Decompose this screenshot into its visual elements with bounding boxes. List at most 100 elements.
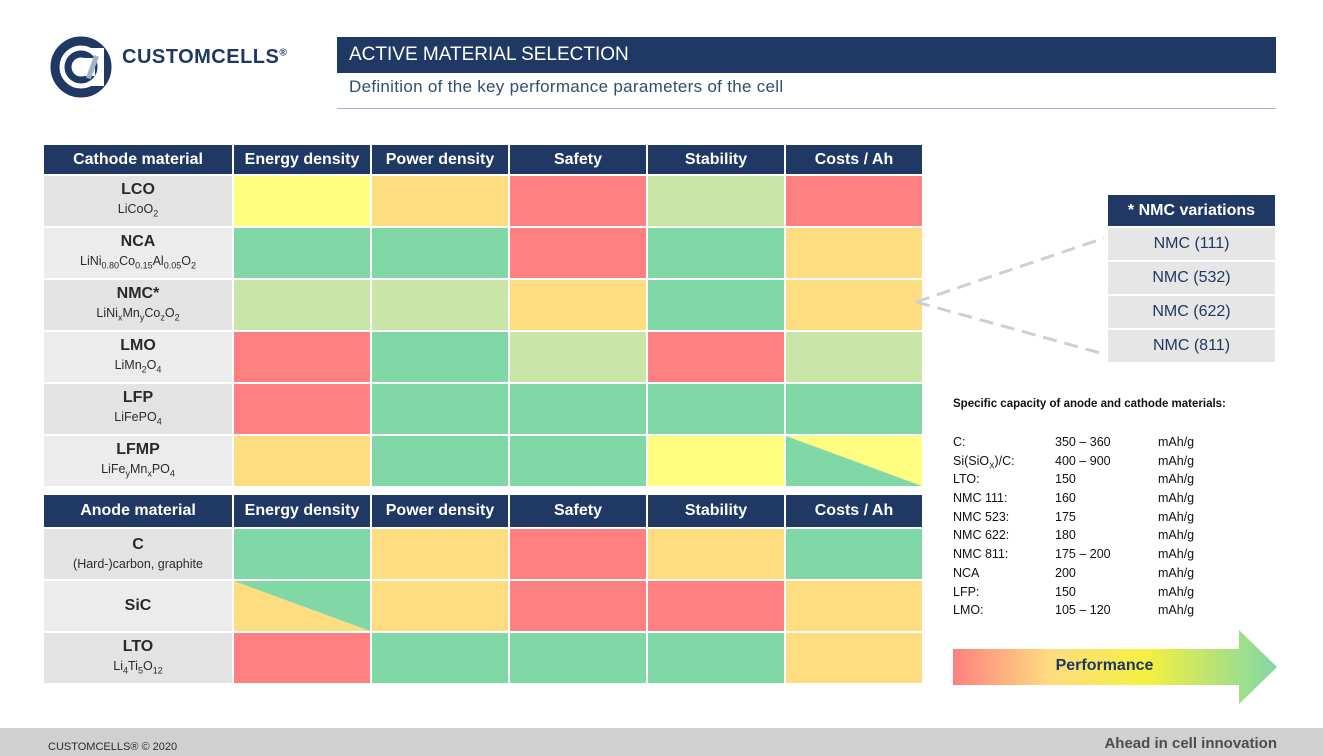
anode-material-table: Anode material Energy density Power dens… — [44, 495, 922, 683]
rating-cell — [372, 436, 508, 486]
row-label-sic: SiC — [44, 581, 232, 631]
material-name: C — [132, 536, 144, 553]
rating-cell — [510, 529, 646, 579]
rating-cell — [372, 176, 508, 226]
rating-cell — [786, 529, 922, 579]
rating-cell — [372, 581, 508, 631]
capacity-row: NMC 811: 175 – 200 mAh/g — [953, 547, 1195, 562]
rating-cell — [510, 384, 646, 434]
rating-cell — [510, 280, 646, 330]
column-header: Safety — [510, 145, 646, 174]
rating-cell — [234, 176, 370, 226]
rating-cell — [786, 228, 922, 278]
row-label-lmo: LMO LiMn2O4 — [44, 332, 232, 382]
rating-cell — [372, 529, 508, 579]
column-header: Energy density — [234, 495, 370, 527]
capacity-row: Si(SiOX)/C: 400 – 900 mAh/g — [953, 453, 1195, 471]
column-header: Stability — [648, 145, 784, 174]
rating-cell — [234, 228, 370, 278]
rating-cell — [648, 436, 784, 486]
nmc-variations-title: * NMC variations — [1108, 195, 1275, 226]
page-subtitle: Definition of the key performance parame… — [349, 77, 784, 96]
rating-cell — [510, 332, 646, 382]
customcells-logo-icon — [50, 36, 112, 98]
material-formula: LiFePO4 — [114, 409, 162, 427]
capacity-row: LMO: 105 – 120 mAh/g — [953, 603, 1195, 618]
rating-cell — [786, 332, 922, 382]
rating-cell — [786, 176, 922, 226]
rating-cell — [648, 384, 784, 434]
column-header: Costs / Ah — [786, 145, 922, 174]
rating-cell — [648, 332, 784, 382]
rating-cell — [786, 280, 922, 330]
rating-fill-b — [234, 581, 370, 631]
rating-cell — [648, 280, 784, 330]
capacity-row: LTO: 150 mAh/g — [953, 472, 1195, 487]
nmc-variation-item: NMC (111) — [1108, 228, 1275, 260]
capacity-row: C: 350 – 360 mAh/g — [953, 435, 1195, 449]
material-name: LMO — [120, 336, 156, 354]
rating-cell — [648, 633, 784, 683]
nmc-variation-item: NMC (622) — [1108, 296, 1275, 328]
rating-cell — [648, 228, 784, 278]
capacity-row: LFP: 150 mAh/g — [953, 584, 1195, 599]
rating-cell — [234, 529, 370, 579]
rating-cell — [234, 581, 370, 631]
rating-cell — [510, 176, 646, 226]
rating-cell — [234, 384, 370, 434]
rating-cell — [234, 633, 370, 683]
rating-cell — [648, 176, 784, 226]
footer-tagline: Ahead in cell innovation — [1104, 735, 1277, 752]
rating-cell — [786, 436, 922, 486]
rating-cell — [372, 280, 508, 330]
rating-cell — [510, 228, 646, 278]
material-formula: LiNi0.80Co0.15Al0.05O2 — [80, 253, 196, 271]
material-name: NMC* — [116, 284, 160, 302]
footer-bar — [0, 728, 1323, 756]
nmc-connector-lines — [915, 236, 1105, 356]
rating-cell — [786, 384, 922, 434]
nmc-variations-panel: * NMC variations NMC (111) NMC (532) NMC… — [1108, 195, 1275, 362]
split-rating-fill — [786, 436, 922, 486]
material-formula: LiCoO2 — [117, 201, 159, 219]
column-header: Safety — [510, 495, 646, 527]
row-label-lto: LTO Li4Ti5O12 — [44, 633, 232, 683]
material-name: SiC — [124, 597, 152, 614]
material-name: LFP — [122, 388, 154, 406]
page-title: ACTIVE MATERIAL SELECTION — [337, 37, 1276, 73]
rating-cell — [648, 581, 784, 631]
material-formula: LiFeyMnxPO4 — [101, 461, 175, 479]
nmc-variation-item: NMC (532) — [1108, 262, 1275, 294]
material-formula: LiMn2O4 — [114, 357, 162, 375]
specific-capacity-list: C: 350 – 360 mAh/g Si(SiOX)/C: 400 – 900 mAh… — [953, 433, 1194, 620]
rating-fill-b — [786, 436, 922, 486]
rating-cell — [648, 529, 784, 579]
rating-cell — [372, 228, 508, 278]
rating-cell — [372, 332, 508, 382]
row-label-lfp: LFP LiFePO4 — [44, 384, 232, 434]
cathode-material-table: Cathode material Energy density Power de… — [44, 145, 922, 486]
row-label-c: C (Hard-)carbon, graphite — [44, 529, 232, 579]
rating-cell — [786, 633, 922, 683]
rating-cell — [234, 436, 370, 486]
specific-capacity-title: Specific capacity of anode and cathode m… — [953, 398, 1226, 410]
material-name: LFMP — [116, 440, 160, 458]
rating-cell — [234, 280, 370, 330]
performance-arrow-icon — [953, 630, 1277, 704]
nmc-variation-item: NMC (811) — [1108, 330, 1275, 362]
capacity-row: NMC 622: 180 mAh/g — [953, 528, 1195, 543]
performance-label: Performance — [1055, 657, 1154, 674]
capacity-row: NMC 111: 160 mAh/g — [953, 491, 1195, 506]
split-rating-fill — [234, 581, 370, 631]
column-header: Anode material — [44, 495, 232, 527]
column-header: Costs / Ah — [786, 495, 922, 527]
header-divider — [337, 108, 1276, 109]
row-label-lco: LCO LiCoO2 — [44, 176, 232, 226]
rating-cell — [510, 436, 646, 486]
material-name: NCA — [120, 232, 156, 250]
material-formula: LiNixMnyCozO2 — [96, 305, 180, 323]
rating-cell — [510, 633, 646, 683]
row-label-nmc: NMC* LiNixMnyCozO2 — [44, 280, 232, 330]
row-label-lfmp: LFMP LiFeyMnxPO4 — [44, 436, 232, 486]
rating-cell — [510, 581, 646, 631]
